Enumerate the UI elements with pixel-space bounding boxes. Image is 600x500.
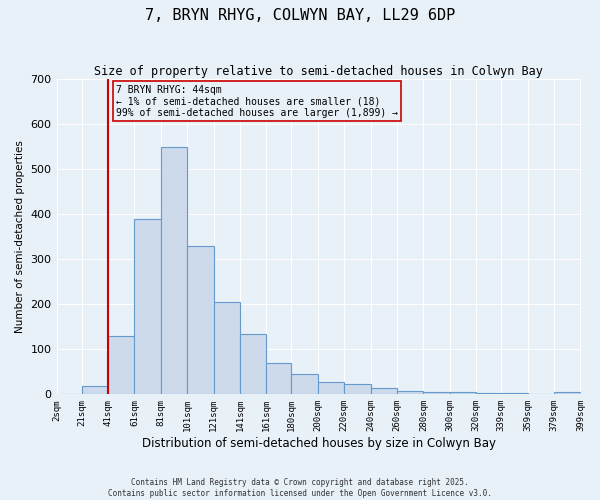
Bar — [318, 382, 344, 394]
Bar — [371, 388, 397, 394]
Y-axis label: Number of semi-detached properties: Number of semi-detached properties — [15, 140, 25, 333]
Bar — [397, 390, 424, 394]
Bar — [450, 392, 476, 394]
Bar — [161, 146, 187, 394]
Bar — [82, 386, 108, 394]
Bar — [292, 374, 318, 394]
Text: 7 BRYN RHYG: 44sqm
← 1% of semi-detached houses are smaller (18)
99% of semi-det: 7 BRYN RHYG: 44sqm ← 1% of semi-detached… — [116, 84, 398, 118]
Text: Contains HM Land Registry data © Crown copyright and database right 2025.
Contai: Contains HM Land Registry data © Crown c… — [108, 478, 492, 498]
Bar — [344, 384, 371, 394]
Bar — [214, 302, 240, 394]
X-axis label: Distribution of semi-detached houses by size in Colwyn Bay: Distribution of semi-detached houses by … — [142, 437, 496, 450]
Title: Size of property relative to semi-detached houses in Colwyn Bay: Size of property relative to semi-detach… — [94, 65, 543, 78]
Bar — [134, 218, 161, 394]
Bar — [187, 246, 214, 394]
Bar — [266, 363, 292, 394]
Text: 7, BRYN RHYG, COLWYN BAY, LL29 6DP: 7, BRYN RHYG, COLWYN BAY, LL29 6DP — [145, 8, 455, 22]
Bar — [424, 392, 450, 394]
Bar — [240, 334, 266, 394]
Bar — [108, 336, 134, 394]
Bar — [554, 392, 581, 394]
